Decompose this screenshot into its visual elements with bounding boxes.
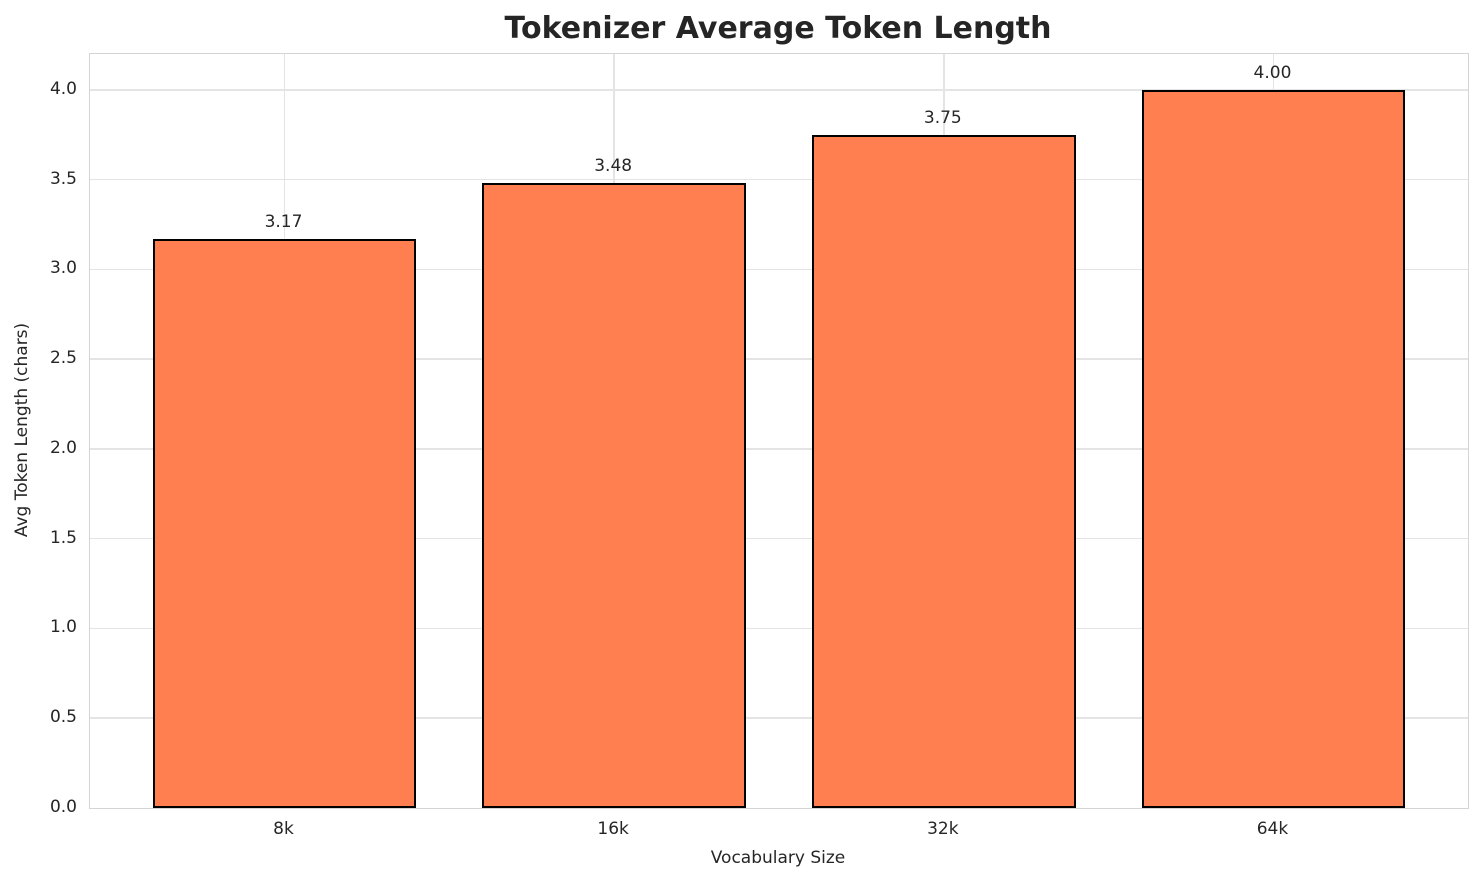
plot-area bbox=[89, 53, 1469, 809]
bar-64k bbox=[1141, 89, 1406, 808]
y-tick-label: 2.5 bbox=[49, 348, 77, 369]
x-tick-label-64k: 64k bbox=[1256, 819, 1289, 839]
y-tick-label: 0.5 bbox=[49, 707, 77, 728]
bar-16k bbox=[482, 183, 747, 808]
gridline-horizontal bbox=[90, 537, 1468, 540]
x-axis-label: Vocabulary Size bbox=[710, 848, 846, 868]
y-tick-label: 4.0 bbox=[49, 78, 77, 99]
gridline-horizontal bbox=[90, 627, 1468, 630]
bar-value-label-8k: 3.17 bbox=[264, 211, 303, 232]
bar-value-label-32k: 3.75 bbox=[923, 107, 962, 128]
gridline-horizontal bbox=[90, 717, 1468, 719]
y-tick-label: 1.0 bbox=[49, 617, 77, 638]
y-tick-label: 3.5 bbox=[49, 168, 77, 189]
chart-title: Tokenizer Average Token Length bbox=[504, 11, 1052, 46]
y-tick-label: 1.5 bbox=[49, 527, 77, 548]
gridline-horizontal bbox=[90, 178, 1468, 181]
x-tick-label-8k: 8k bbox=[273, 819, 294, 839]
x-tick-label-16k: 16k bbox=[597, 819, 629, 839]
gridline-horizontal bbox=[90, 89, 1468, 91]
gridline-horizontal bbox=[90, 358, 1468, 360]
gridline-horizontal bbox=[90, 268, 1468, 271]
y-tick-label: 3.0 bbox=[49, 258, 77, 279]
bar-value-label-64k: 4.00 bbox=[1253, 62, 1292, 83]
gridline-horizontal bbox=[90, 448, 1468, 450]
bar-8k bbox=[152, 238, 417, 808]
bar-32k bbox=[811, 134, 1076, 808]
x-tick-label-32k: 32k bbox=[927, 819, 959, 839]
bar-value-label-16k: 3.48 bbox=[594, 156, 633, 177]
y-tick-label: 2.0 bbox=[49, 437, 77, 458]
y-tick-label: 0.0 bbox=[49, 797, 77, 817]
